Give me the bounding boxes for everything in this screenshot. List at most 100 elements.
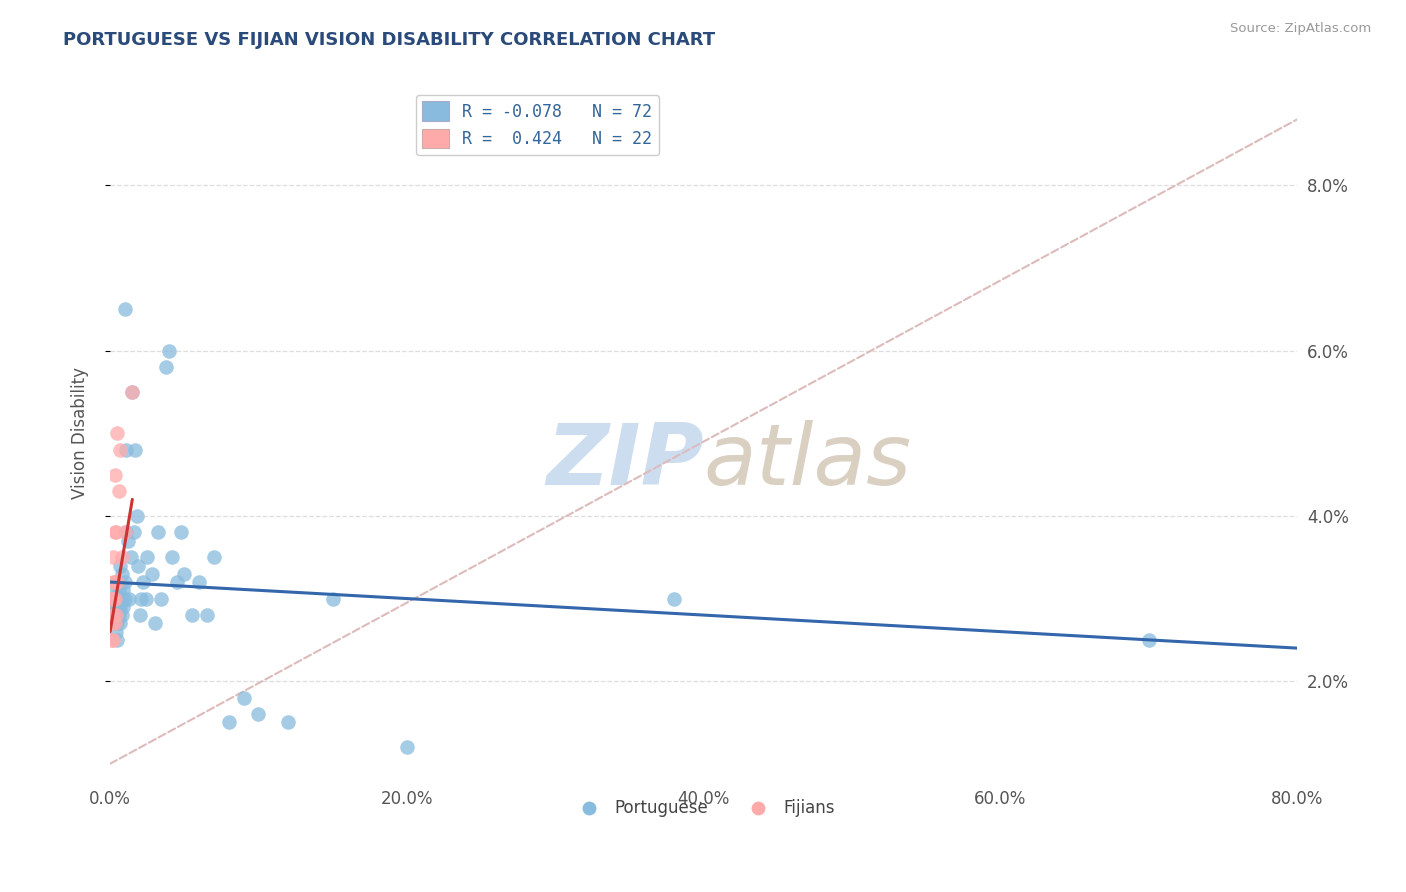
Point	[103, 575, 125, 590]
Point	[159, 343, 181, 358]
Point	[100, 616, 122, 631]
Point	[103, 525, 125, 540]
Point	[122, 525, 145, 540]
Point	[395, 740, 418, 755]
Point	[105, 624, 128, 639]
Point	[135, 591, 157, 606]
Point	[101, 608, 124, 623]
Point	[218, 715, 240, 730]
Point	[107, 599, 129, 614]
Point	[121, 384, 143, 399]
Point	[108, 591, 131, 606]
Point	[121, 384, 143, 399]
Point	[149, 591, 172, 606]
Point	[117, 533, 139, 548]
Point	[188, 575, 211, 590]
Point	[111, 550, 134, 565]
Point	[111, 591, 134, 606]
Point	[103, 591, 125, 606]
Point	[107, 608, 129, 623]
Point	[202, 550, 225, 565]
Point	[114, 302, 136, 317]
Point	[105, 575, 128, 590]
Point	[112, 599, 135, 614]
Point	[162, 550, 184, 565]
Point	[103, 591, 125, 606]
Point	[277, 715, 299, 730]
Point	[114, 575, 136, 590]
Point	[103, 599, 125, 614]
Point	[107, 426, 129, 441]
Point	[103, 608, 125, 623]
Point	[195, 608, 218, 623]
Point	[127, 558, 149, 573]
Point	[105, 608, 128, 623]
Legend: Portuguese, Fijians: Portuguese, Fijians	[567, 793, 841, 824]
Point	[110, 616, 132, 631]
Point	[101, 575, 124, 590]
Point	[110, 599, 132, 614]
Point	[110, 558, 132, 573]
Point	[180, 608, 202, 623]
Point	[110, 442, 132, 457]
Point	[143, 616, 166, 631]
Point	[107, 591, 129, 606]
Point	[111, 608, 134, 623]
Point	[103, 616, 125, 631]
Point	[155, 360, 177, 375]
Point	[100, 591, 122, 606]
Point	[115, 442, 138, 457]
Point	[100, 616, 122, 631]
Text: ZIP: ZIP	[546, 419, 703, 502]
Point	[247, 707, 270, 722]
Point	[322, 591, 344, 606]
Point	[101, 616, 124, 631]
Text: PORTUGUESE VS FIJIAN VISION DISABILITY CORRELATION CHART: PORTUGUESE VS FIJIAN VISION DISABILITY C…	[63, 31, 716, 49]
Text: Source: ZipAtlas.com: Source: ZipAtlas.com	[1230, 22, 1371, 36]
Point	[662, 591, 685, 606]
Point	[107, 575, 129, 590]
Point	[166, 575, 188, 590]
Point	[100, 632, 122, 647]
Point	[146, 525, 169, 540]
Point	[1137, 632, 1160, 647]
Point	[112, 583, 135, 598]
Point	[107, 616, 129, 631]
Point	[114, 525, 136, 540]
Point	[170, 525, 193, 540]
Point	[108, 583, 131, 598]
Point	[100, 608, 122, 623]
Point	[105, 608, 128, 623]
Point	[101, 550, 124, 565]
Point	[101, 591, 124, 606]
Point	[173, 566, 195, 581]
Point	[232, 690, 254, 705]
Point	[107, 632, 129, 647]
Point	[125, 508, 148, 523]
Point	[111, 566, 134, 581]
Point	[132, 575, 155, 590]
Text: atlas: atlas	[703, 419, 911, 502]
Point	[108, 484, 131, 499]
Point	[124, 442, 146, 457]
Point	[105, 591, 128, 606]
Point	[128, 608, 150, 623]
Point	[101, 599, 124, 614]
Point	[118, 591, 141, 606]
Point	[115, 525, 138, 540]
Point	[120, 550, 142, 565]
Point	[103, 616, 125, 631]
Point	[136, 550, 159, 565]
Point	[108, 608, 131, 623]
Point	[129, 591, 152, 606]
Point	[141, 566, 163, 581]
Point	[101, 608, 124, 623]
Point	[103, 583, 125, 598]
Point	[105, 525, 128, 540]
Point	[107, 575, 129, 590]
Y-axis label: Vision Disability: Vision Disability	[72, 368, 89, 500]
Point	[101, 591, 124, 606]
Point	[103, 467, 125, 482]
Point	[114, 591, 136, 606]
Point	[101, 632, 124, 647]
